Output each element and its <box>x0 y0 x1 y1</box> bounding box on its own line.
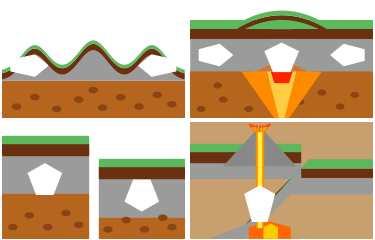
Bar <box>190 72 373 118</box>
Polygon shape <box>263 224 278 239</box>
Bar <box>190 144 300 151</box>
Circle shape <box>104 227 112 232</box>
Circle shape <box>117 95 125 100</box>
Bar <box>258 131 261 166</box>
Circle shape <box>53 106 61 111</box>
Polygon shape <box>265 43 298 72</box>
Circle shape <box>351 92 358 97</box>
Circle shape <box>141 227 148 232</box>
Circle shape <box>25 213 33 218</box>
Bar <box>190 162 300 178</box>
Circle shape <box>159 215 167 220</box>
Polygon shape <box>282 39 373 72</box>
Polygon shape <box>2 40 185 73</box>
Circle shape <box>135 104 143 109</box>
Circle shape <box>98 105 106 110</box>
Circle shape <box>168 225 176 230</box>
Bar <box>190 151 300 162</box>
Circle shape <box>44 225 52 230</box>
Polygon shape <box>125 180 158 211</box>
Bar <box>99 159 185 166</box>
Bar <box>2 145 88 194</box>
Polygon shape <box>271 21 292 29</box>
Polygon shape <box>2 50 185 81</box>
Circle shape <box>214 83 221 88</box>
Circle shape <box>219 97 227 102</box>
Polygon shape <box>260 159 373 213</box>
Bar <box>258 166 261 227</box>
Polygon shape <box>256 39 307 57</box>
Polygon shape <box>242 60 322 118</box>
Circle shape <box>269 90 276 95</box>
Polygon shape <box>236 15 327 34</box>
Circle shape <box>245 107 252 111</box>
Polygon shape <box>282 20 373 29</box>
Polygon shape <box>200 44 232 66</box>
Polygon shape <box>223 131 296 166</box>
Bar <box>256 131 263 166</box>
Polygon shape <box>249 221 291 239</box>
Bar <box>2 143 88 155</box>
Circle shape <box>75 222 83 227</box>
Circle shape <box>296 100 304 104</box>
Bar <box>2 194 88 239</box>
Polygon shape <box>267 29 296 39</box>
Polygon shape <box>331 44 364 66</box>
Polygon shape <box>190 20 282 29</box>
Bar <box>2 136 88 143</box>
Circle shape <box>153 92 161 97</box>
Polygon shape <box>236 11 327 29</box>
Polygon shape <box>256 57 307 72</box>
Polygon shape <box>2 44 185 80</box>
Circle shape <box>168 102 176 107</box>
Circle shape <box>75 97 83 102</box>
Polygon shape <box>245 168 373 225</box>
Circle shape <box>31 95 39 100</box>
Polygon shape <box>267 62 296 118</box>
Circle shape <box>318 90 326 95</box>
Polygon shape <box>190 39 282 72</box>
Polygon shape <box>271 72 292 83</box>
Circle shape <box>198 107 205 111</box>
Polygon shape <box>28 164 61 194</box>
Bar <box>99 168 185 218</box>
Circle shape <box>122 217 130 223</box>
Bar <box>99 218 185 239</box>
Circle shape <box>62 210 70 216</box>
Bar <box>99 166 185 178</box>
Polygon shape <box>282 29 373 39</box>
Bar <box>256 166 263 227</box>
Bar <box>2 81 185 118</box>
Circle shape <box>9 225 17 230</box>
Polygon shape <box>139 55 176 76</box>
Polygon shape <box>209 178 373 239</box>
Circle shape <box>336 104 344 109</box>
Polygon shape <box>11 55 48 76</box>
Polygon shape <box>190 29 282 39</box>
Circle shape <box>12 104 21 109</box>
Circle shape <box>89 88 98 93</box>
Circle shape <box>287 81 294 85</box>
Polygon shape <box>245 186 274 221</box>
